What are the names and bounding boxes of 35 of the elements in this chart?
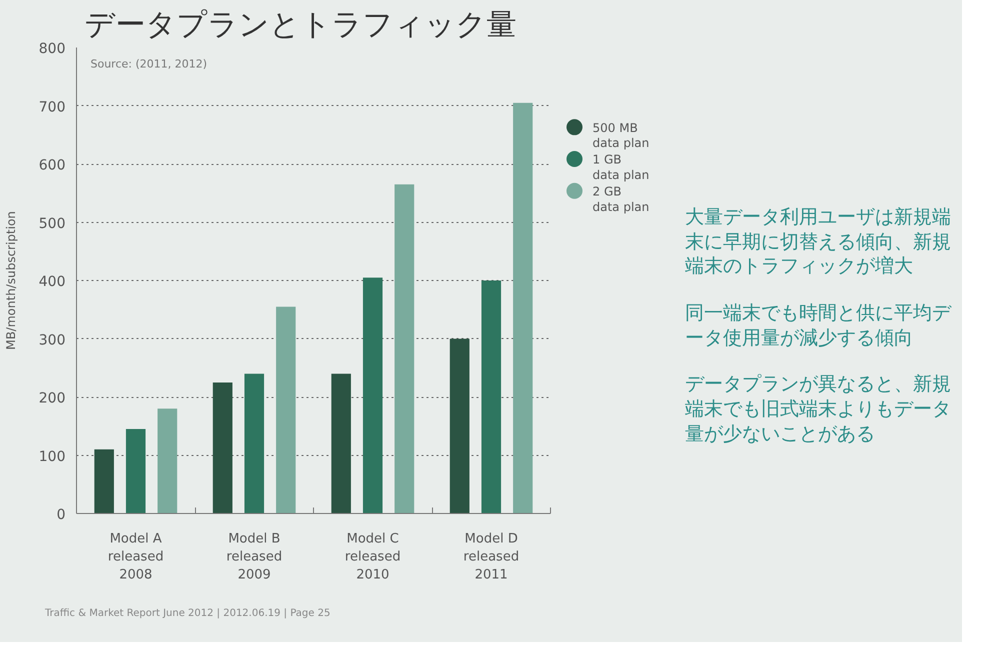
y-tick-label: 100 bbox=[38, 448, 66, 465]
legend-label: 1 GB data plan bbox=[592, 152, 650, 182]
y-tick-label: 500 bbox=[38, 216, 66, 232]
y-tick-label: 800 bbox=[38, 41, 66, 57]
x-tick-label: Model A released 2008 bbox=[108, 532, 164, 582]
y-tick-label: 200 bbox=[38, 390, 66, 406]
y-tick-label: 600 bbox=[38, 158, 66, 174]
bar bbox=[331, 374, 351, 514]
y-axis-title: MB/month/subscription bbox=[4, 211, 18, 350]
y-tick-label: 0 bbox=[56, 507, 66, 523]
text: データプランが異なると、新規端末でも旧式端末よりもデータ量が少ないことがある bbox=[685, 372, 952, 446]
bar bbox=[244, 374, 264, 514]
bar bbox=[94, 449, 114, 514]
legend-label: 500 MB data plan bbox=[592, 120, 650, 150]
x-tick-label: Model D released 2011 bbox=[463, 532, 520, 582]
x-tick-label: Model C released 2010 bbox=[344, 532, 401, 582]
chart-title: データプランとトラフィック量 bbox=[84, 8, 516, 42]
text: 同一端末でも時間と供に平均データ使用量が減少する傾向 bbox=[685, 301, 952, 350]
bar bbox=[394, 184, 414, 514]
text: 大量データ利用ユーザは新規端末に早期に切替える傾向、新規端末のトラフィックが増大 bbox=[685, 205, 952, 280]
annotation: Source: (2011, 2012) bbox=[90, 58, 208, 70]
bar bbox=[513, 102, 533, 514]
y-tick-label: 400 bbox=[38, 274, 66, 290]
x-tick-label: Model B released 2009 bbox=[226, 532, 282, 582]
bar bbox=[212, 382, 232, 514]
bar bbox=[158, 408, 178, 514]
bar bbox=[450, 338, 470, 514]
bar bbox=[481, 280, 502, 514]
bar bbox=[276, 306, 296, 514]
text: Traffic & Market Report June 2012 | 2012.06.19 | Page 25 bbox=[45, 607, 330, 621]
legend-label: 2 GB data plan bbox=[592, 184, 650, 214]
y-tick-label: 300 bbox=[38, 332, 66, 348]
y-tick-label: 700 bbox=[38, 99, 66, 116]
bar bbox=[362, 278, 383, 514]
bar bbox=[126, 429, 146, 514]
